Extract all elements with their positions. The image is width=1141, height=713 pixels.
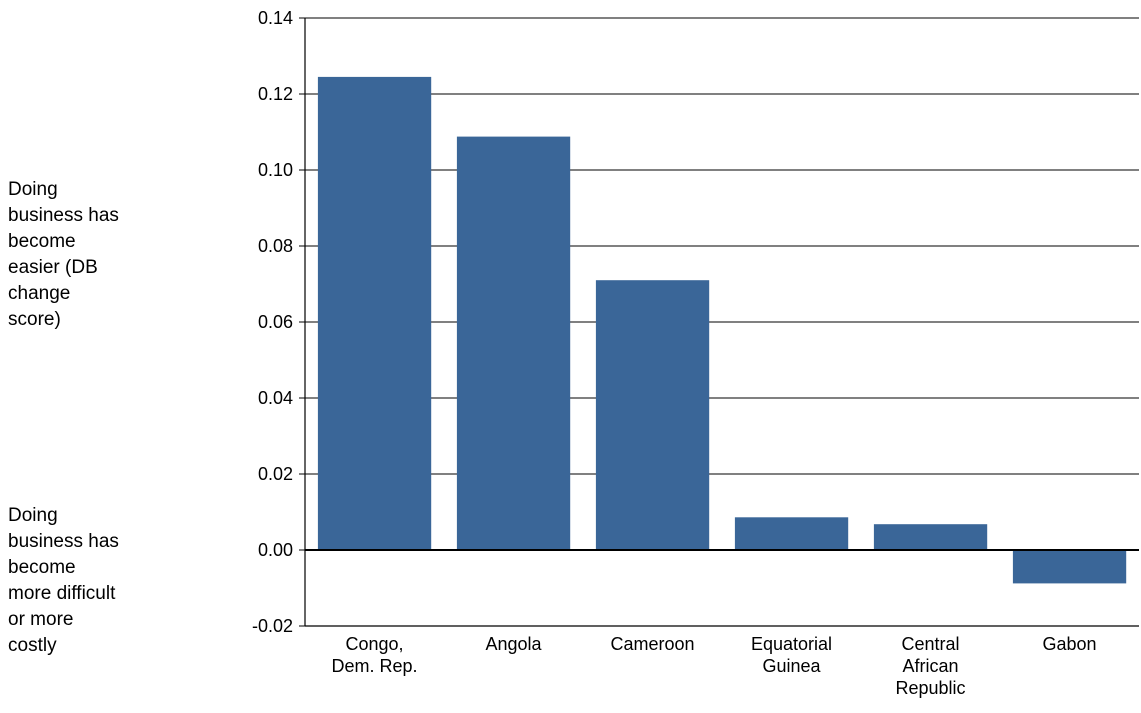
x-tick-label: Cameroon <box>610 634 694 654</box>
bar <box>317 76 432 551</box>
x-tick-label: Gabon <box>1042 634 1096 654</box>
x-tick-label: Equatorial Guinea <box>751 634 832 676</box>
bar <box>456 136 571 550</box>
y-tick-label: 0.12 <box>258 84 293 104</box>
y-tick-label: -0.02 <box>252 616 293 636</box>
y-tick-label: 0.02 <box>258 464 293 484</box>
x-tick-labels: Congo, Dem. Rep. Angola Cameroon Equatorial G… <box>331 634 1096 698</box>
x-tick-label: Congo, Dem. Rep. <box>331 634 417 676</box>
bar <box>1012 550 1127 584</box>
annotation-more-difficult: Doing business has become more difficult… <box>8 505 119 656</box>
y-tick-label: 0.00 <box>258 540 293 560</box>
axes <box>299 17 1139 627</box>
annotation-easier: Doing business has become easier (DB cha… <box>8 179 119 330</box>
y-tick-label: 0.04 <box>258 388 293 408</box>
y-tick-label: 0.10 <box>258 160 293 180</box>
y-tick-label: 0.14 <box>258 8 293 28</box>
y-tick-label: 0.06 <box>258 312 293 332</box>
y-tick-label: 0.08 <box>258 236 293 256</box>
bar <box>873 524 988 550</box>
bar <box>734 517 849 550</box>
x-tick-label: Central African Republic <box>895 634 965 698</box>
y-tick-labels: 0.14 0.12 0.10 0.08 0.06 0.04 0.02 0.00 -0.02 <box>252 8 293 636</box>
bars <box>317 76 1127 584</box>
bar <box>595 280 710 550</box>
x-tick-label: Angola <box>485 634 542 654</box>
